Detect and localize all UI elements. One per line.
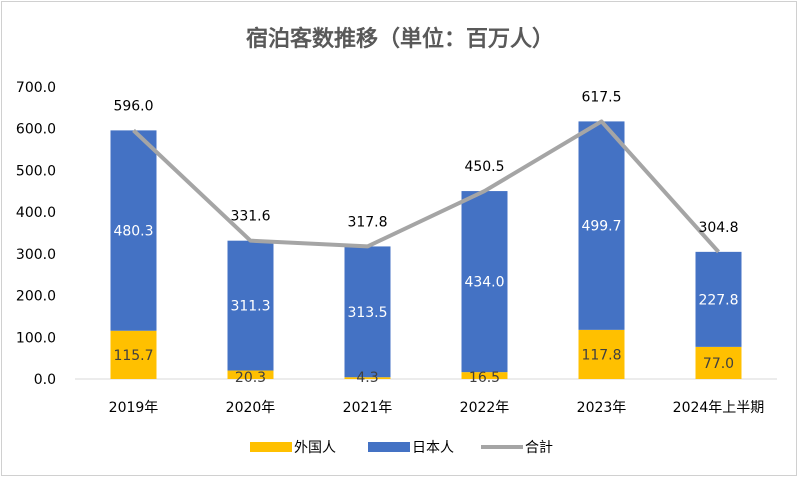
label-japanese: 313.5 (347, 305, 387, 321)
bar-japanese (578, 121, 625, 330)
x-tick-label: 2023年 (577, 400, 627, 416)
x-tick-label: 2024年上半期 (673, 400, 765, 416)
y-tick-label: 600.0 (16, 122, 56, 138)
label-total: 617.5 (581, 89, 621, 105)
label-total: 331.6 (230, 209, 270, 225)
y-tick-label: 500.0 (16, 163, 56, 179)
label-total: 450.5 (464, 159, 504, 175)
x-tick-label: 2021年 (343, 400, 393, 416)
bar-foreign (110, 330, 157, 379)
x-tick-label: 2022年 (460, 400, 510, 416)
bar-foreign (227, 370, 274, 379)
bar-japanese (110, 130, 157, 331)
bar-japanese (344, 246, 391, 378)
legend-swatch (368, 442, 410, 452)
bar-japanese (461, 191, 508, 373)
label-foreign: 115.7 (113, 348, 153, 364)
label-total: 304.8 (698, 220, 738, 236)
label-foreign: 77.0 (703, 356, 734, 372)
x-tick-label: 2019年 (109, 400, 159, 416)
chart-title: 宿泊客数推移（単位：百万人） (246, 26, 554, 52)
y-tick-label: 200.0 (16, 289, 56, 305)
label-total: 317.8 (347, 214, 387, 230)
bar-foreign (578, 329, 625, 379)
label-japanese: 499.7 (581, 219, 621, 235)
y-tick-label: 700.0 (16, 80, 56, 96)
bar-japanese (695, 251, 742, 347)
y-tick-label: 400.0 (16, 205, 56, 221)
bar-foreign (695, 346, 742, 379)
bar-japanese (227, 240, 274, 371)
legend-swatch (250, 442, 292, 452)
label-japanese: 311.3 (230, 299, 270, 315)
y-tick-label: 300.0 (16, 247, 56, 263)
bar-foreign (461, 372, 508, 379)
y-tick-label: 100.0 (16, 330, 56, 346)
label-japanese: 227.8 (698, 292, 738, 308)
y-tick-label: 0.0 (34, 372, 56, 388)
x-tick-label: 2020年 (226, 400, 276, 416)
bar-foreign (344, 377, 391, 379)
label-foreign: 20.3 (235, 370, 266, 386)
line-total (132, 119, 720, 254)
legend-label: 外国人 (294, 440, 336, 456)
legend-label: 日本人 (412, 440, 454, 456)
label-foreign: 16.5 (469, 370, 500, 386)
label-foreign: 4.3 (356, 370, 378, 386)
legend-label: 合計 (525, 440, 553, 456)
label-total: 596.0 (113, 98, 153, 114)
label-foreign: 117.8 (581, 347, 621, 363)
label-japanese: 480.3 (113, 224, 153, 240)
label-japanese: 434.0 (464, 275, 504, 291)
